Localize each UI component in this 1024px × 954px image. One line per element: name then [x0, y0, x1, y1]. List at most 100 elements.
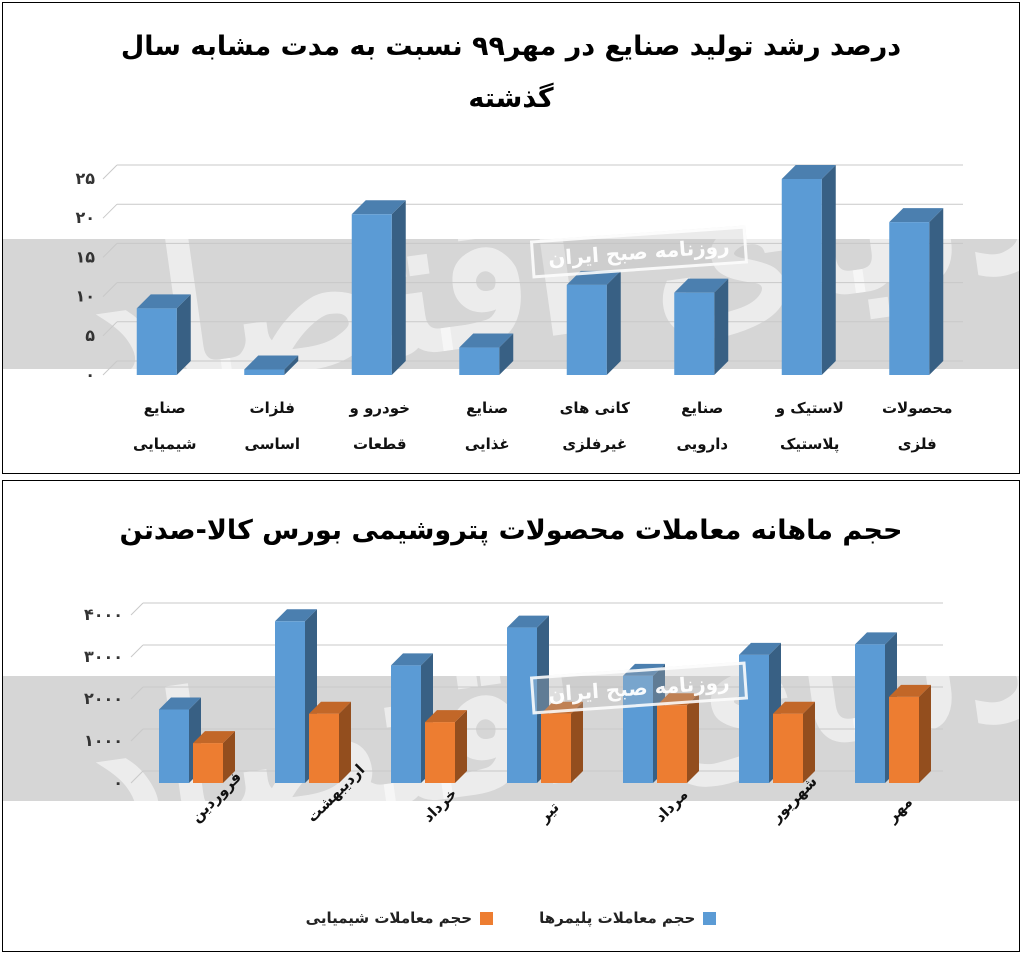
gridline-depth [102, 243, 118, 258]
bar-top [309, 701, 351, 714]
growth-chart-panel: دنیای اقتصاد درصد رشد تولید صنایع در مهر… [2, 2, 1020, 474]
legend-label: حجم معاملات شیمیایی [305, 909, 473, 927]
bar [193, 743, 223, 783]
bar-top [507, 615, 549, 628]
gridline-depth [130, 686, 144, 700]
x-tick-label: محصولات [882, 399, 953, 417]
x-tick-label: لاستیک و [775, 399, 844, 417]
bar [781, 179, 822, 375]
bar-side [391, 200, 406, 375]
x-tick-label: خودرو و [349, 399, 410, 417]
bar [136, 308, 177, 375]
legend-item: حجم معاملات پلیمرها [539, 909, 717, 927]
x-tick-label: مرداد [651, 785, 691, 825]
bar-top [674, 278, 729, 293]
y-tick-label: ۰ [113, 773, 123, 792]
y-tick-label: ۱۵ [75, 247, 95, 266]
bar-top [541, 701, 583, 714]
bar-side [929, 208, 944, 375]
bar [159, 709, 189, 783]
bar [889, 222, 930, 375]
bar-top [657, 693, 699, 706]
bar-top [889, 684, 931, 697]
x-tick-label: صنایع [681, 399, 723, 417]
bar [391, 665, 421, 783]
legend-item: حجم معاملات شیمیایی [305, 909, 494, 927]
legend-swatch [480, 911, 494, 925]
x-tick-label: صنایع [466, 399, 508, 417]
legend-label: حجم معاملات پلیمرها [539, 909, 696, 927]
bar [309, 713, 339, 783]
x-tick-label: کانی های [560, 399, 630, 417]
bar [657, 705, 687, 783]
x-tick-label: دارویی [676, 435, 728, 453]
bar-top [193, 731, 235, 744]
bar-top [351, 200, 406, 215]
bar-side [803, 701, 815, 783]
bar-top [855, 632, 897, 645]
bar-side [821, 165, 836, 375]
y-tick-label: ۳۰۰۰ [84, 647, 123, 666]
bar-top [623, 663, 665, 676]
gridline-depth [130, 770, 144, 784]
bar-top [275, 609, 317, 622]
bar-side [606, 270, 621, 375]
x-tick-label: فلزی [898, 435, 937, 453]
bar [566, 284, 607, 375]
bar [773, 713, 803, 783]
gridline-depth [102, 203, 118, 219]
bar-top [566, 270, 621, 285]
chart-title: حجم ماهانه معاملات محصولات پتروشیمی بورس… [119, 515, 903, 546]
bar [459, 347, 500, 375]
bar-side [687, 693, 699, 783]
chart-title: درصد رشد تولید صنایع در مهر۹۹ نسبت به مد… [120, 31, 902, 114]
bar-top [781, 165, 836, 179]
x-tick-label: غیرفلزی [562, 435, 627, 453]
chart-legend: حجم معاملات پلیمرها حجم معاملات شیمیایی [3, 903, 1019, 933]
bar-side [284, 355, 299, 375]
y-tick-label: ۲۵ [75, 169, 95, 188]
bar-side [176, 294, 191, 375]
bar-top [773, 701, 815, 714]
y-tick-label: ۲۰۰۰ [84, 689, 123, 708]
bar [674, 292, 715, 375]
x-tick-label: اساسی [245, 435, 300, 453]
bar-top [244, 355, 299, 370]
x-tick-label: غذایی [465, 435, 510, 453]
bar [739, 654, 769, 783]
bar [507, 627, 537, 783]
bar [275, 621, 305, 783]
bar [541, 713, 571, 783]
bar-side [455, 710, 467, 783]
bar-top [459, 333, 514, 348]
y-tick-label: ۵ [85, 326, 95, 345]
bar [623, 675, 653, 783]
y-tick-label: ۲۰ [75, 208, 95, 227]
bar-top [136, 294, 191, 309]
x-tick-label: تیر [534, 798, 562, 826]
bar-side [571, 701, 583, 783]
x-tick-label: مهر [882, 793, 916, 827]
y-tick-label: ۱۰۰۰ [84, 731, 123, 750]
bar-side [714, 278, 729, 375]
bar-side [339, 701, 351, 783]
gridline-depth [102, 164, 118, 180]
bar-top [425, 710, 467, 723]
bar [351, 214, 392, 375]
gridline-depth [130, 644, 144, 658]
bar-top [739, 642, 781, 655]
y-tick-label: ۴۰۰۰ [84, 605, 123, 624]
x-tick-label: شیمیایی [133, 435, 197, 453]
bar-side [499, 333, 514, 375]
bar-top [889, 208, 944, 223]
growth-bar-chart: ۰ ۵ ۱۰ ۱۵ ۲۰ ۲۵ صنایع شیمیایی فلزات اساسی خودرو و ق… [75, 164, 963, 454]
y-tick-label: ۰ [85, 365, 95, 384]
bar [855, 644, 885, 783]
y-tick-label: ۱۰ [75, 287, 95, 306]
petrochemical-chart-panel: دنیای اقتصاد حجم ماهانه معاملات محصولات … [2, 480, 1020, 952]
x-tick-label: قطعات [353, 435, 407, 453]
x-tick-label: صنایع [144, 399, 186, 417]
x-tick-label: فلزات [250, 399, 296, 417]
bar-side [223, 731, 235, 783]
